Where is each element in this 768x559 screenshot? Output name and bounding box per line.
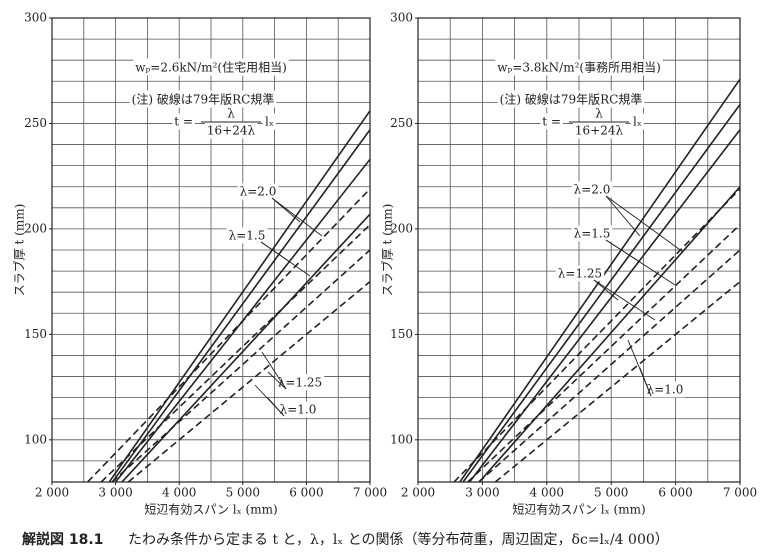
series-line	[478, 186, 741, 483]
panel-title: wₚ=2.6kN/m²(住宅用相当)	[135, 60, 287, 75]
annotation: λ=2.0	[574, 183, 611, 197]
plot-frame	[417, 17, 741, 483]
caption-label: 解説図 18.1	[22, 531, 103, 548]
x-tick-label: 6 000	[289, 486, 323, 500]
series-line	[478, 249, 741, 483]
note: (注) 破線は79年版RC規準	[500, 92, 643, 107]
y-axis-label: スラブ厚 t (mm)	[380, 204, 395, 297]
formula-numerator: λ	[227, 107, 235, 121]
text-background	[540, 113, 563, 130]
text-background	[237, 183, 279, 200]
series-line	[127, 281, 371, 483]
annotation: λ=1.5	[229, 229, 266, 243]
y-axis-label: スラブ厚 t (mm)	[12, 204, 27, 297]
series-line	[453, 188, 741, 483]
annotation: λ=1.0	[647, 383, 684, 397]
y-tick-label: 250	[24, 116, 47, 130]
y-tick-label: 250	[390, 116, 413, 130]
text-background	[497, 90, 645, 108]
text-background	[572, 122, 626, 139]
series-line	[467, 224, 741, 483]
x-tick-label: 2 000	[401, 486, 435, 500]
text-background	[277, 401, 319, 418]
text-background	[555, 265, 605, 282]
series-line	[100, 224, 371, 483]
y-tick-label: 300	[390, 11, 413, 25]
text-background	[495, 59, 663, 76]
formula-lhs: t =	[174, 115, 193, 129]
formula-denominator: 16+24λ	[207, 124, 256, 138]
formula-lhs: t =	[542, 115, 561, 129]
text-background	[631, 113, 644, 130]
text-background	[263, 113, 276, 130]
x-tick-label: 4 000	[162, 486, 196, 500]
x-tick-label: 7 000	[353, 486, 387, 500]
text-background	[225, 105, 238, 122]
series-line	[494, 281, 741, 483]
formula-rhs: lₓ	[265, 115, 274, 129]
text-background	[593, 105, 606, 122]
annotation: λ=1.25	[278, 376, 322, 390]
x-axis-label: 短辺有効スパン lₓ (mm)	[512, 502, 645, 517]
annotation: λ=1.5	[574, 227, 611, 241]
caption-text: たわみ条件から定まる t と，λ，lₓ との関係（等分布荷重，周辺固定，δc=l…	[128, 531, 669, 548]
leader-line	[593, 279, 656, 321]
leader-line	[260, 241, 311, 277]
leader-line	[605, 195, 684, 253]
y-tick-label: 300	[24, 11, 47, 25]
text-background	[172, 113, 195, 130]
series-line	[108, 110, 371, 483]
formula-rhs: lₓ	[633, 115, 642, 129]
x-tick-label: 7 000	[723, 486, 757, 500]
formula-denominator: 16+24λ	[575, 124, 624, 138]
y-tick-label: 100	[390, 432, 413, 446]
y-tick-label: 100	[24, 432, 47, 446]
text-background	[204, 122, 258, 139]
leader-line	[267, 397, 285, 417]
series-line	[468, 129, 741, 483]
leader-line	[261, 351, 287, 390]
y-tick-label: 150	[390, 327, 413, 341]
x-tick-label: 5 000	[594, 486, 628, 500]
text-background	[129, 90, 277, 108]
text-background	[571, 181, 613, 198]
x-tick-label: 2 000	[35, 486, 69, 500]
leader-line	[271, 197, 323, 237]
leader-line	[267, 371, 287, 390]
text-background	[644, 381, 686, 398]
note: (注) 破線は79年版RC規準	[132, 92, 275, 107]
panel-title: wₚ=3.8kN/m²(事務所用相当)	[497, 61, 661, 75]
x-tick-label: 5 000	[226, 486, 260, 500]
annotation: λ=2.0	[240, 185, 277, 199]
leader-line	[593, 279, 619, 301]
x-tick-label: 3 000	[465, 486, 499, 500]
leader-line	[605, 195, 641, 237]
series-line	[111, 249, 371, 483]
y-tick-label: 200	[24, 221, 47, 235]
x-tick-label: 4 000	[530, 486, 564, 500]
series-line	[87, 188, 371, 483]
series-line	[462, 103, 741, 483]
text-background	[226, 227, 268, 244]
x-tick-label: 6 000	[658, 486, 692, 500]
x-axis-label: 短辺有効スパン lₓ (mm)	[144, 502, 277, 517]
leader-line	[605, 239, 676, 286]
text-background	[133, 58, 289, 76]
x-tick-label: 3 000	[98, 486, 132, 500]
text-background	[275, 374, 325, 391]
y-tick-label: 200	[390, 221, 413, 235]
series-line	[111, 129, 371, 483]
leader-line	[639, 367, 652, 397]
annotation: λ=1.25	[558, 267, 602, 281]
formula-numerator: λ	[595, 107, 603, 121]
annotation: λ=1.0	[280, 403, 317, 417]
series-line	[121, 213, 371, 483]
y-tick-label: 150	[24, 327, 47, 341]
text-background	[571, 225, 613, 242]
